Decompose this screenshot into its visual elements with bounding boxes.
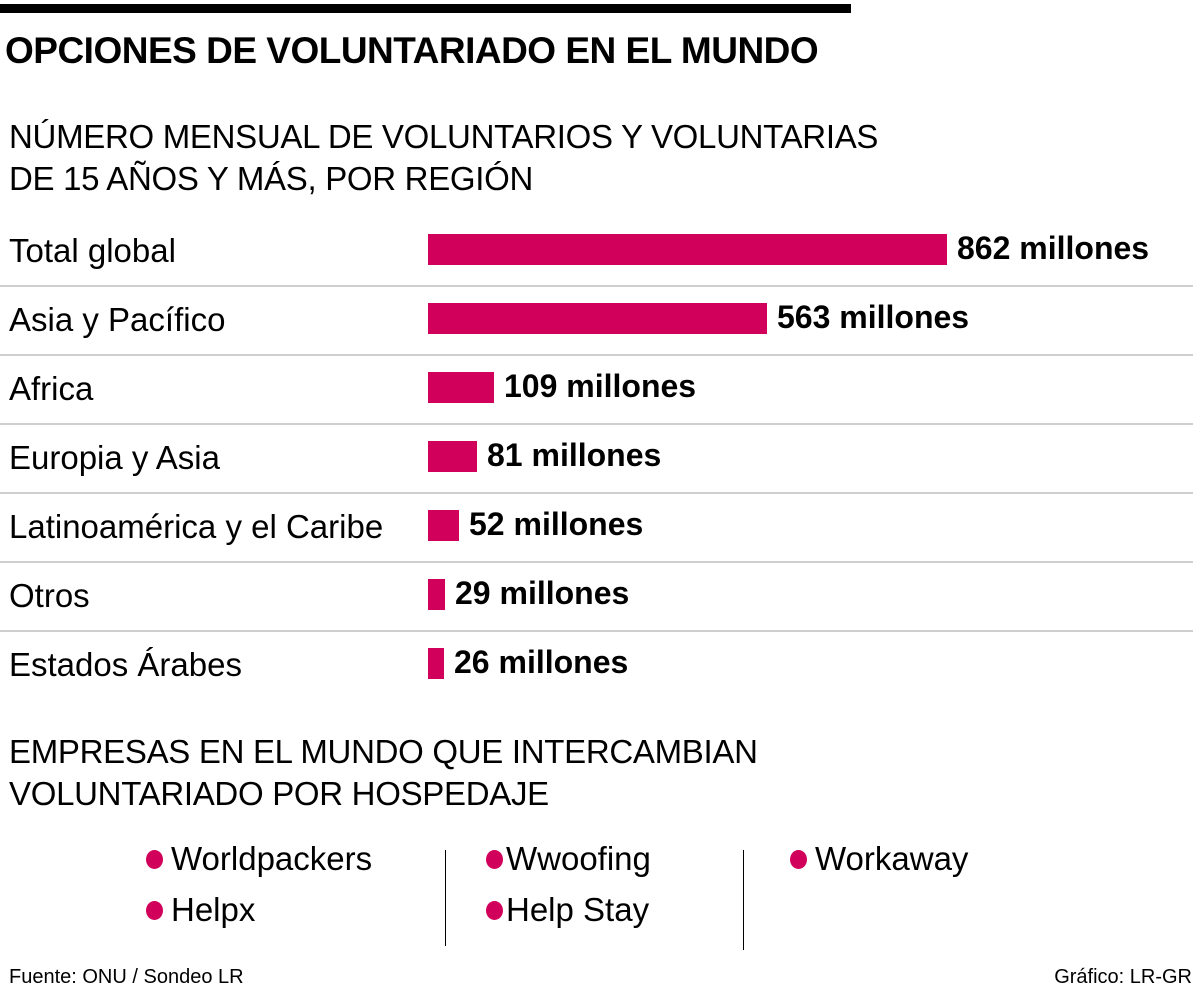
data-label: 862 millones xyxy=(957,230,1150,266)
data-label: 52 millones xyxy=(469,506,644,542)
bullet-dot-icon xyxy=(486,849,503,869)
company-item: Helpx xyxy=(146,891,255,929)
data-label: 563 millones xyxy=(777,299,970,335)
bullet-dot-icon xyxy=(146,849,163,869)
companies-title-line-1: EMPRESAS EN EL MUNDO QUE INTERCAMBIAN xyxy=(9,733,758,770)
data-label: 26 millones xyxy=(454,644,629,680)
bar xyxy=(428,441,477,472)
column-divider xyxy=(743,850,744,950)
companies-title-line-2: VOLUNTARIADO POR HOSPEDAJE xyxy=(9,775,549,812)
chart-title-line-2: DE 15 AÑOS Y MÁS, POR REGIÓN xyxy=(9,160,534,197)
company-name: Worldpackers xyxy=(171,840,373,877)
row-divider xyxy=(0,423,1193,425)
chart-title-line-1: NÚMERO MENSUAL DE VOLUNTARIOS Y VOLUNTAR… xyxy=(9,118,879,155)
data-label: 109 millones xyxy=(504,368,697,404)
category-label: Total global xyxy=(9,232,176,269)
company-name: Helpx xyxy=(171,891,256,928)
bar xyxy=(428,303,767,334)
category-label: Otros xyxy=(9,577,90,614)
bar xyxy=(428,648,444,679)
source-note: Fuente: ONU / Sondeo LR xyxy=(9,966,244,988)
company-name: Wwoofing xyxy=(506,840,651,877)
page-title: OPCIONES DE VOLUNTARIADO EN EL MUNDO xyxy=(5,30,819,71)
bar xyxy=(428,510,459,541)
row-divider xyxy=(0,492,1193,494)
bullet-dot-icon xyxy=(790,849,807,869)
row-divider xyxy=(0,561,1193,563)
bar xyxy=(428,372,494,403)
top-rule xyxy=(0,4,851,13)
category-label: Estados Árabes xyxy=(9,646,242,683)
column-divider xyxy=(445,850,446,946)
company-item: Workaway xyxy=(790,840,968,878)
category-label: Africa xyxy=(9,370,94,407)
data-label: 29 millones xyxy=(455,575,630,611)
bar xyxy=(428,234,947,265)
company-name: Help Stay xyxy=(506,891,650,928)
category-label: Latinoamérica y el Caribe xyxy=(9,508,384,545)
credit-note: Gráfico: LR-GR xyxy=(1054,966,1192,988)
company-item: Wwoofing xyxy=(486,840,651,878)
category-label: Asia y Pacífico xyxy=(9,301,226,338)
company-item: Help Stay xyxy=(486,891,649,929)
bar xyxy=(428,579,445,610)
category-label: Europia y Asia xyxy=(9,439,220,476)
company-name: Workaway xyxy=(815,840,969,877)
bullet-dot-icon xyxy=(486,900,503,920)
company-item: Worldpackers xyxy=(146,840,372,878)
row-divider xyxy=(0,285,1193,287)
row-divider xyxy=(0,354,1193,356)
row-divider xyxy=(0,630,1193,632)
data-label: 81 millones xyxy=(487,437,662,473)
bullet-dot-icon xyxy=(146,900,163,920)
